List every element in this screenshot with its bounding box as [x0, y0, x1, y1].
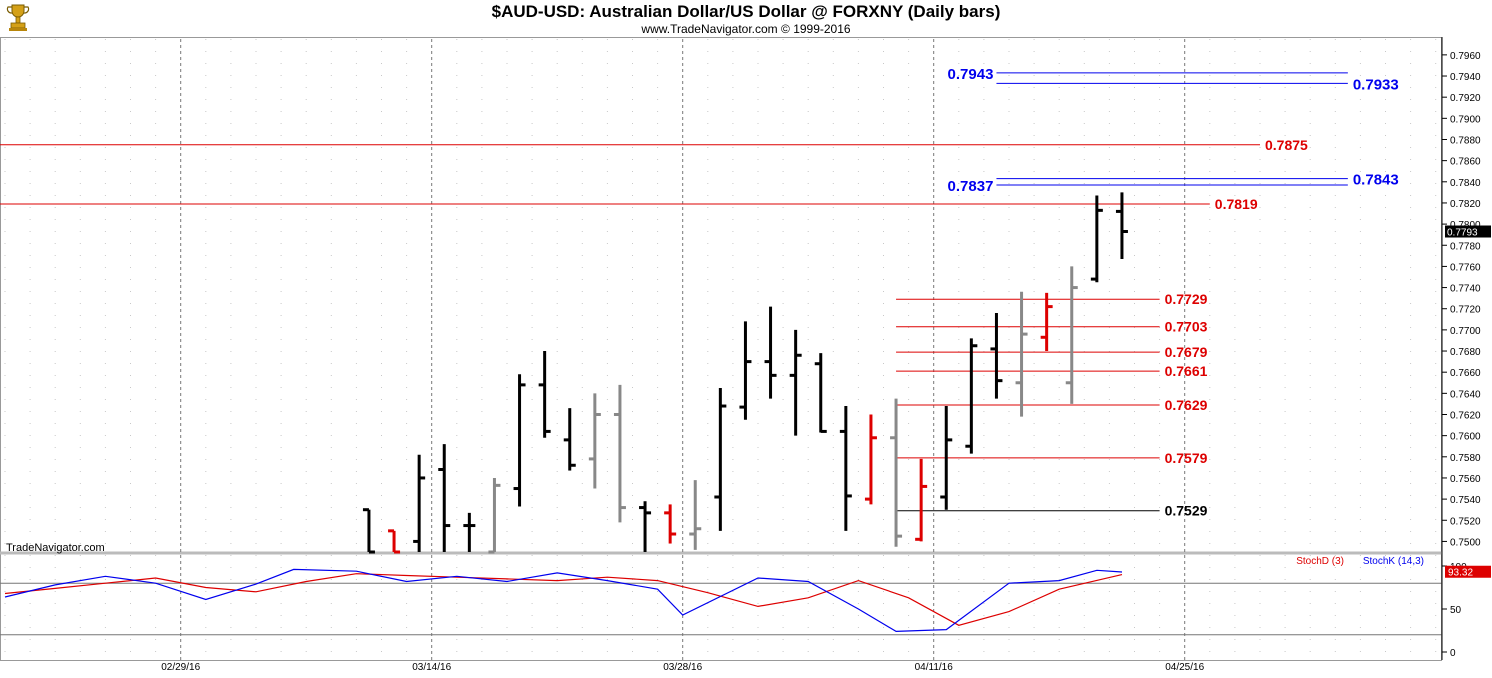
y-tick-label: 0.7540: [1450, 495, 1481, 506]
ohlc-bar: [639, 501, 652, 552]
y-tick-label: 0.7860: [1450, 157, 1481, 168]
ohlc-bar: [438, 444, 451, 552]
y-tick-label: 0.7820: [1450, 199, 1481, 210]
ohlc-bar: [563, 408, 576, 471]
ohlc-bar: [538, 351, 551, 438]
last-price-label: 0.7793: [1447, 228, 1478, 239]
trophy-logo-icon: [6, 4, 30, 31]
last-price-badge: [1445, 225, 1491, 238]
level-label: 0.7579: [1165, 450, 1208, 466]
ohlc-bars: [362, 192, 1128, 554]
chart-header: $AUD-USD: Australian Dollar/US Dollar @ …: [0, 0, 1492, 37]
y-tick-label: 0.7640: [1450, 389, 1481, 400]
level-label: 0.7679: [1165, 344, 1208, 360]
y-tick-label: 0.7900: [1450, 114, 1481, 125]
chart-frame: [0, 37, 1442, 661]
ohlc-bar: [1015, 291, 1028, 417]
chart-subtitle: www.TradeNavigator.com © 1999-2016: [641, 22, 851, 36]
ohlc-bar: [463, 512, 476, 552]
ohlc-bar: [714, 388, 727, 531]
y-tick-label: 0.7620: [1450, 410, 1481, 421]
ohlc-bar: [739, 321, 752, 420]
y-tick-label: 0.7920: [1450, 93, 1481, 104]
ohlc-bar: [990, 312, 1003, 399]
y-tick-label: 0.7760: [1450, 262, 1481, 273]
x-date-label: 04/11/16: [915, 662, 954, 673]
ohlc-bar: [362, 508, 375, 554]
chart-grid: [4, 39, 1437, 660]
level-lines: 0.7943 0.7933 0.7875 0.7843 0.7837 0.7819 0.77…: [0, 66, 1399, 519]
y-tick-label: 0.7660: [1450, 368, 1481, 379]
ohlc-bar: [413, 454, 426, 552]
stoch-line: [4, 568, 1123, 633]
ohlc-bar: [915, 458, 928, 542]
watermark: TradeNavigator.com: [6, 542, 105, 554]
y-tick-label: 0.7960: [1450, 51, 1481, 62]
level-label: 0.7943: [948, 66, 994, 83]
chart-title: $AUD-USD: Australian Dollar/US Dollar @ …: [491, 2, 1001, 21]
level-label: 0.7703: [1165, 319, 1208, 335]
price-axis: 0.7500 0.7520 0.7540 0.7560 0.7580 0.7600 0.76…: [1441, 37, 1491, 660]
x-date-label: 04/25/16: [1165, 662, 1204, 673]
level-label: 0.7729: [1165, 291, 1208, 307]
ohlc-bar: [664, 504, 677, 544]
ohlc-bar: [613, 384, 626, 523]
ohlc-bar: [1065, 266, 1078, 404]
level-label: 0.7933: [1353, 76, 1399, 93]
stoch-tick-label: 50: [1450, 605, 1462, 616]
ohlc-bar: [1040, 292, 1053, 352]
y-tick-label: 0.7740: [1450, 284, 1481, 295]
ohlc-bar: [388, 529, 401, 554]
legend-stochd: StochD (3): [1296, 556, 1344, 567]
ohlc-bar: [789, 329, 802, 436]
y-tick-label: 0.7840: [1450, 178, 1481, 189]
date-axis: 02/29/16 03/14/16 03/28/16 04/11/16 04/25/16: [161, 662, 1204, 673]
y-tick-label: 0.7520: [1450, 516, 1481, 527]
y-tick-label: 0.7560: [1450, 474, 1481, 485]
level-label: 0.7819: [1215, 196, 1258, 212]
x-date-label: 03/14/16: [412, 662, 451, 673]
ohlc-bar: [890, 398, 903, 547]
ohlc-bar: [1115, 192, 1128, 260]
stoch-line: [4, 573, 1123, 626]
x-date-label: 02/29/16: [161, 662, 200, 673]
ohlc-bar: [764, 306, 777, 399]
ohlc-bar: [588, 393, 601, 489]
level-label: 0.7837: [948, 178, 994, 195]
y-tick-label: 0.7500: [1450, 537, 1481, 548]
ohlc-bar: [814, 353, 827, 433]
y-tick-label: 0.7720: [1450, 305, 1481, 316]
ohlc-bar: [488, 477, 501, 554]
y-tick-label: 0.7780: [1450, 241, 1481, 252]
ohlc-bar: [689, 480, 702, 550]
y-tick-label: 0.7600: [1450, 432, 1481, 443]
ohlc-bar: [839, 406, 852, 531]
y-tick-label: 0.7940: [1450, 72, 1481, 83]
legend-stochk: StochK (14,3): [1363, 556, 1424, 567]
x-date-label: 03/28/16: [663, 662, 702, 673]
stochastic-panel: [0, 568, 1442, 636]
y-tick-label: 0.7580: [1450, 453, 1481, 464]
level-label: 0.7529: [1165, 503, 1208, 519]
level-label: 0.7875: [1265, 137, 1308, 153]
level-label: 0.7843: [1353, 172, 1399, 189]
ohlc-bar: [940, 406, 953, 510]
y-tick-label: 0.7880: [1450, 135, 1481, 146]
ohlc-bar: [864, 414, 877, 505]
y-tick-label: 0.7700: [1450, 326, 1481, 337]
stoch-tick-label: 0: [1450, 648, 1456, 659]
ohlc-bar: [965, 338, 978, 454]
stoch-last-badge: [1445, 565, 1491, 578]
level-label: 0.7661: [1165, 363, 1208, 379]
stoch-last-label: 93.32: [1448, 568, 1473, 579]
y-tick-label: 0.7680: [1450, 347, 1481, 358]
ohlc-bar: [513, 374, 526, 507]
level-label: 0.7629: [1165, 397, 1208, 413]
ohlc-bar: [1090, 195, 1103, 283]
